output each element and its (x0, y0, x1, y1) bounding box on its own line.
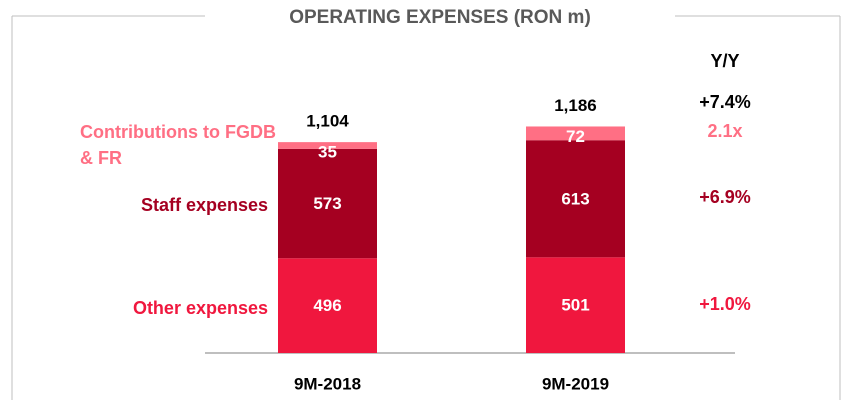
x-tick-label: 9M-2019 (542, 374, 609, 393)
value-label: 496 (313, 296, 341, 315)
value-label: 613 (561, 189, 589, 208)
total-label: 1,186 (554, 96, 597, 115)
chart-title: OPERATING EXPENSES (RON m) (289, 7, 591, 28)
bar-segment (526, 126, 625, 141)
yoy-title: Y/Y (710, 51, 739, 71)
legend-label: Staff expenses (140, 195, 268, 215)
total-label: 1,104 (306, 112, 349, 131)
value-label: 501 (561, 296, 589, 315)
legend-label: Other expenses (132, 298, 268, 318)
bar-segment (526, 257, 625, 353)
yoy-value: +1.0% (699, 294, 751, 314)
value-label: 35 (318, 143, 337, 162)
value-label: 72 (566, 127, 585, 146)
x-tick-label: 9M-2018 (294, 374, 361, 393)
legend-label: Contributions to FGDB & FR (80, 122, 276, 168)
bar-segment (278, 148, 377, 259)
value-label: 573 (313, 194, 341, 213)
yoy-value: 2.1x (707, 121, 742, 141)
bar-segment (526, 140, 625, 258)
yoy-value: +6.9% (699, 187, 751, 207)
bar-segment (278, 142, 377, 149)
yoy-total: +7.4% (699, 92, 751, 112)
bar-segment (278, 258, 377, 353)
